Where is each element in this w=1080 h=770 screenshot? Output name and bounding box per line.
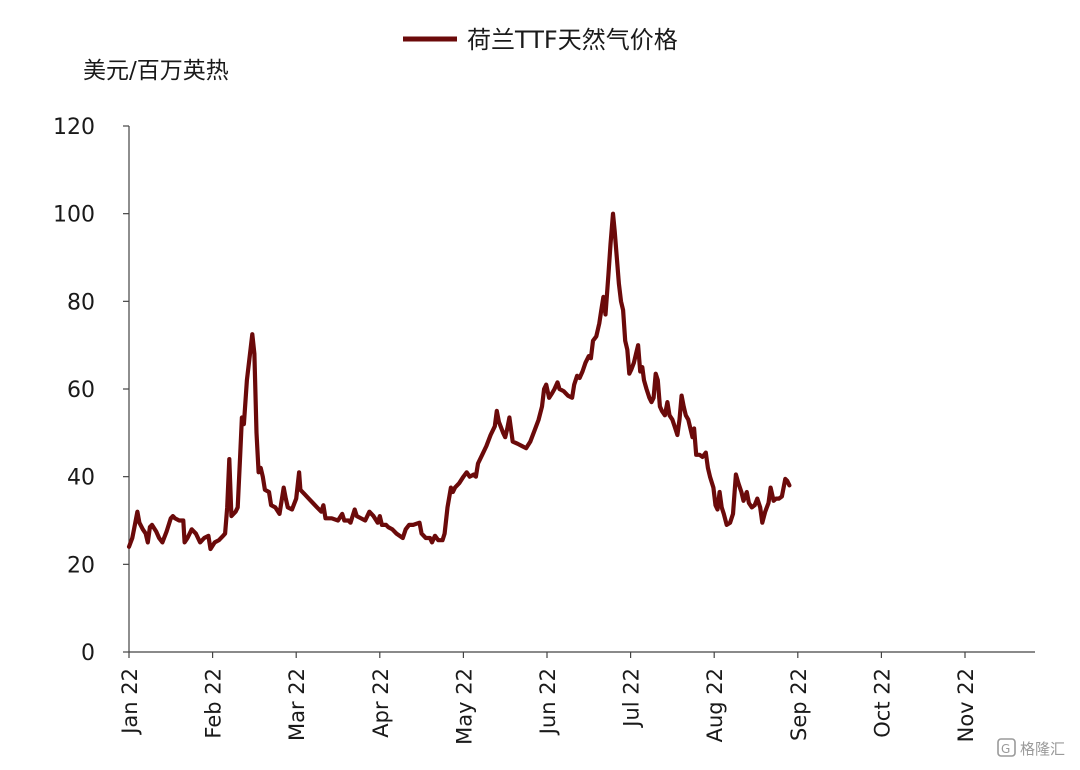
glh-logo-icon [997,738,1016,757]
legend: 荷兰TTF天然气价格 [403,26,678,54]
y-tick-label: 60 [67,378,95,403]
watermark: G 格隆汇 [997,738,1065,758]
x-tick-label: Aug 22 [703,668,727,742]
x-tick-label: Jan 22 [118,668,142,736]
y-tick-label: 80 [67,290,95,315]
y-tick-label: 0 [81,641,95,666]
y-tick-label: 40 [67,466,95,491]
y-axis: 0 20 40 60 80 100 120 [53,115,129,666]
y-axis-unit-label: 美元/百万英热 [83,58,229,84]
x-tick-label: Mar 22 [285,668,309,741]
watermark-text: 格隆汇 [1020,740,1065,758]
watermark-glyph: G [1001,742,1010,756]
y-tick-label: 100 [53,203,95,228]
x-tick-label: Jun 22 [536,668,560,736]
x-tick-label: Sep 22 [787,668,811,741]
y-tick-label: 20 [67,553,95,578]
x-tick-label: Oct 22 [870,668,894,738]
series-line-ttf [126,211,792,552]
x-tick-label: Nov 22 [954,668,978,742]
x-tick-label: Feb 22 [202,668,226,739]
x-tick-label: Apr 22 [369,668,393,738]
legend-label: 荷兰TTF天然气价格 [467,26,678,54]
x-tick-label: Jul 22 [620,668,644,729]
x-axis: Jan 22 Feb 22 Mar 22 Apr 22 May 22 Jun 22 Jul … [118,652,978,745]
y-tick-label: 120 [53,115,95,140]
x-tick-label: May 22 [452,668,476,745]
